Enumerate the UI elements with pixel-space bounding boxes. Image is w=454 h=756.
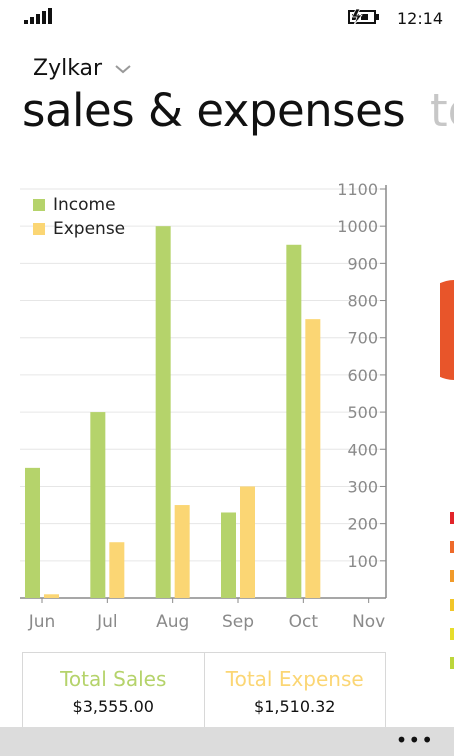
y-tick-label: 200 [347,515,378,534]
status-bar: 12:14 [0,0,454,36]
total-sales-label: Total Sales [60,666,167,691]
total-expense: Total Expense $1,510.32 [203,653,386,729]
y-tick-label: 100 [347,552,378,571]
expense-bar-oct [305,319,321,598]
page-title: sales & expenses [22,84,406,137]
y-tick-label: 600 [347,366,378,385]
clock: 12:14 [397,9,444,28]
legend-expense: Expense [33,217,125,241]
x-tick-label: Jul [96,612,118,632]
x-tick-label: Aug [156,612,189,632]
total-expense-label: Total Expense [225,666,364,691]
y-tick-label: 1000 [337,217,378,236]
chevron-down-icon [115,64,131,73]
expense-bar-jul [109,542,125,598]
income-bar-aug [155,226,171,598]
x-tick-label: Sep [222,612,254,632]
income-bar-oct [286,244,302,599]
expense-swatch [33,223,45,235]
y-tick-label: 400 [347,440,378,459]
signal-strength-icon [24,8,52,24]
legend-income: Income [33,193,125,217]
x-tick-label: Jun [28,612,56,632]
expense-bar-aug [174,505,190,598]
account-selector[interactable]: Zylkar [33,56,132,81]
legend-expense-label: Expense [53,219,126,239]
y-tick-label: 800 [347,292,378,311]
total-sales-value: $3,555.00 [72,696,154,716]
y-tick-label: 700 [347,329,378,348]
sales-expenses-chart: 100 200 300 400 500 600 700 800 900 1000 1100 Jun Ju… [20,180,387,632]
y-tick-label: 300 [347,477,378,496]
x-tick-label: Nov [352,612,385,632]
totals-panel: Total Sales $3,555.00 Total Expense $1,5… [22,652,386,730]
expense-bar-sep [240,486,255,598]
income-bar-jun [25,467,40,598]
app-bar: ••• [0,727,454,756]
more-options-button[interactable]: ••• [395,728,434,752]
legend-income-label: Income [53,195,116,215]
y-tick-label: 900 [347,254,378,273]
y-tick-label: 1100 [337,180,378,199]
income-bar-sep [221,512,236,598]
x-tick-label: Oct [289,612,319,632]
total-expense-value: $1,510.32 [254,696,336,716]
next-panel-peek [440,280,454,669]
battery-charging-icon [348,9,379,25]
next-pivot-title[interactable]: to [430,84,454,137]
y-tick-label: 500 [347,403,378,422]
income-swatch [33,199,45,211]
account-name: Zylkar [33,56,103,81]
income-bar-jul [90,412,106,598]
chart-legend: Income Expense [33,193,125,241]
total-sales: Total Sales $3,555.00 [23,653,204,729]
expense-bar-jun [44,594,59,598]
